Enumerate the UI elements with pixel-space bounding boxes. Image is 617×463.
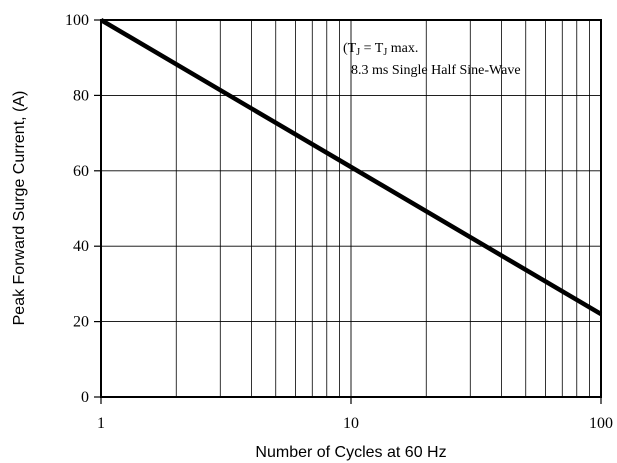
y-axis-label: Peak Forward Surge Current, (A) [11, 91, 28, 326]
y-tick-label: 20 [73, 314, 89, 331]
y-tick-label: 60 [73, 163, 89, 180]
annotation-line-2: 8.3 ms Single Half Sine-Wave [351, 63, 521, 78]
y-tick-label: 40 [73, 238, 89, 255]
x-tick-label: 10 [343, 415, 359, 432]
ticks [94, 19, 602, 404]
plot-frame [100, 19, 602, 398]
x-axis-label: Number of Cycles at 60 Hz [255, 444, 446, 461]
y-tick-label: 0 [81, 389, 89, 406]
grid [101, 20, 601, 397]
series-group [99, 18, 603, 317]
x-tick-label: 1 [97, 415, 105, 432]
x-tick-label: 100 [589, 415, 613, 432]
series-line [99, 18, 603, 317]
annotation: (TJ = TJ max. 8.3 ms Single Half Sine-Wa… [343, 41, 521, 78]
y-tick-label: 80 [73, 87, 89, 104]
y-tick-label: 100 [65, 12, 89, 29]
tick-labels: 0 20 40 60 80 100 1 10 100 [65, 12, 613, 432]
annotation-line-1: (TJ = TJ max. [343, 41, 418, 58]
